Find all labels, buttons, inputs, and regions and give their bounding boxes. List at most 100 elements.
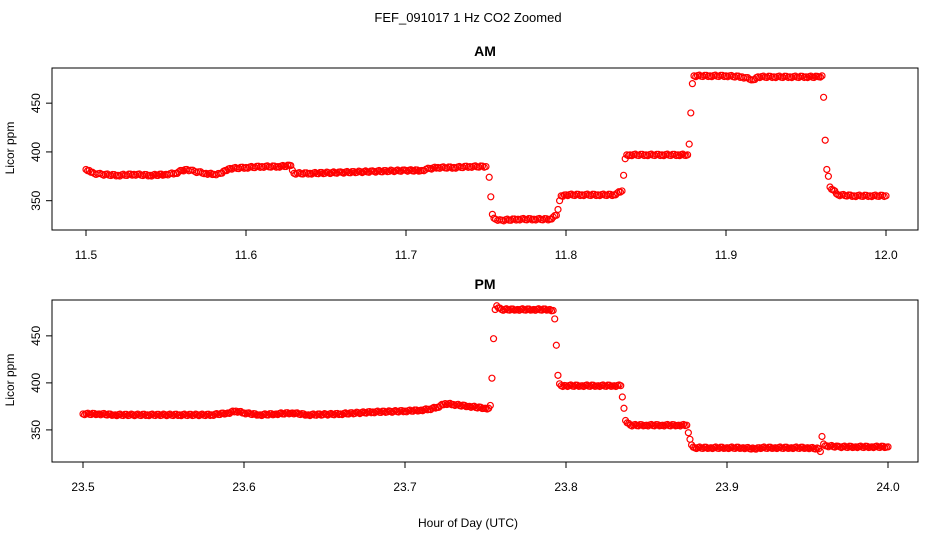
pm-data-point: [251, 410, 259, 418]
pm-data-point: [884, 443, 892, 451]
am-data-point: [539, 216, 547, 224]
am-data-point: [651, 151, 659, 160]
am-data-point: [635, 151, 643, 160]
am-data-point: [365, 168, 373, 176]
pm-data-point: [486, 401, 494, 410]
pm-data-point: [573, 381, 581, 389]
am-data-point: [485, 173, 493, 181]
am-data-point: [779, 73, 787, 82]
pm-data-point: [477, 403, 485, 411]
am-x-tick-label: 12.0: [874, 248, 898, 262]
panel-am-points: [82, 71, 890, 225]
am-data-point: [475, 163, 483, 171]
am-data-point: [123, 171, 131, 180]
pm-x-tick-label: 23.9: [715, 480, 739, 494]
pm-data-point: [847, 442, 855, 450]
am-data-point: [839, 190, 847, 199]
am-data-point: [795, 73, 803, 82]
am-data-point: [603, 191, 611, 200]
am-data-point: [875, 192, 883, 201]
am-data-point: [606, 190, 615, 198]
pm-data-point: [299, 410, 308, 418]
am-data-point: [482, 162, 490, 171]
pm-data-point: [546, 305, 554, 314]
am-data-point: [333, 169, 341, 177]
panel-pm-ylabel: Licor ppm: [3, 354, 17, 407]
pm-data-point: [460, 401, 469, 409]
pm-data-point: [525, 305, 533, 313]
pm-data-point: [799, 443, 807, 451]
am-data-point: [350, 167, 358, 176]
pm-data-point: [747, 445, 755, 453]
am-data-point: [478, 162, 487, 170]
am-data-point: [507, 216, 515, 224]
am-data-point: [554, 205, 562, 214]
am-data-point: [715, 72, 723, 81]
am-data-point: [157, 170, 165, 178]
pm-data-point: [549, 306, 557, 315]
pm-y-tick-label: 450: [29, 326, 43, 346]
am-data-point: [314, 170, 323, 178]
pm-data-point: [440, 401, 448, 409]
pm-x-tick-label: 23.6: [232, 480, 256, 494]
pm-data-point: [541, 305, 549, 313]
panel-am: AM Licor ppm 11.5 11.6 11.7 11.8 11.9 12.0 35…: [3, 43, 919, 262]
pm-data-point: [589, 381, 597, 389]
pm-data-point: [232, 407, 240, 415]
am-data-point: [687, 109, 695, 117]
pm-data-point: [679, 420, 688, 429]
pm-data-point: [509, 305, 517, 313]
am-data-point: [443, 164, 451, 172]
am-data-point: [523, 216, 531, 224]
am-data-point: [385, 167, 393, 175]
am-data-point: [667, 151, 675, 160]
am-data-point: [318, 168, 326, 177]
pm-data-point: [683, 421, 691, 429]
am-x-tick-label: 11.6: [235, 248, 258, 262]
am-data-point: [382, 166, 390, 175]
pm-data-point: [106, 410, 114, 418]
panel-am-ylabel: Licor ppm: [3, 122, 17, 175]
am-data-point: [616, 188, 625, 196]
am-data-point: [618, 187, 626, 195]
am-x-tick-label: 11.8: [555, 248, 578, 262]
pm-data-point: [670, 421, 678, 429]
am-data-point: [287, 161, 295, 170]
pm-data-point: [718, 443, 726, 451]
pm-data-point: [552, 341, 560, 349]
am-data-point: [321, 169, 329, 177]
am-data-point: [346, 169, 355, 177]
pm-data-point: [816, 447, 824, 456]
am-data-point: [267, 163, 275, 171]
am-data-point: [878, 191, 887, 199]
figure-xlabel: Hour of Day (UTC): [418, 516, 518, 530]
am-data-point: [818, 72, 826, 80]
am-data-point: [699, 72, 707, 81]
am-data-point: [683, 151, 692, 159]
panel-pm: PM Licor ppm 23.5 23.6 23.7 23.8 23.9 24.0 35…: [3, 276, 919, 494]
am-data-point: [235, 165, 243, 173]
am-data-point: [542, 215, 551, 223]
am-x-tick-label: 11.9: [715, 248, 738, 262]
am-data-point: [821, 136, 829, 144]
am-data-point: [763, 73, 771, 82]
am-data-point: [619, 171, 628, 179]
am-data-point: [571, 191, 579, 200]
pm-data-point: [617, 382, 625, 390]
am-y-tick-label: 350: [29, 190, 43, 210]
pm-y-tick-label: 400: [29, 373, 43, 393]
am-data-point: [688, 80, 697, 88]
pm-data-point: [684, 429, 692, 437]
panel-am-y-axis: 350 400 450: [29, 93, 52, 211]
pm-data-point: [782, 443, 791, 451]
am-data-point: [859, 192, 867, 201]
am-data-point: [175, 168, 183, 176]
pm-x-tick-label: 24.0: [876, 480, 900, 494]
panel-pm-x-axis: 23.5 23.6 23.7 23.8 23.9 24.0: [71, 462, 900, 494]
am-y-tick-label: 400: [29, 142, 43, 162]
am-data-point: [823, 165, 831, 174]
am-data-point: [353, 168, 361, 176]
pm-data-point: [554, 371, 562, 379]
pm-x-tick-label: 23.7: [393, 480, 417, 494]
